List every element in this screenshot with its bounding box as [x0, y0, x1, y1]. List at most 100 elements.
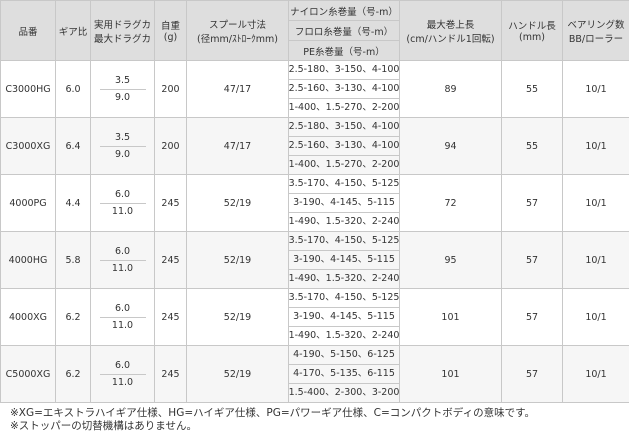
line-capacity-cell: 3.5-170、4-150、5-125 3-190、4-145、5-115 1-… — [288, 288, 400, 346]
handle-length-cell: 55 — [501, 117, 563, 175]
header-bearings-label: ベアリング数 — [567, 19, 625, 31]
drag-divider — [99, 259, 146, 261]
line-capacity-cell: 3.5-170、4-150、5-125 3-190、4-145、5-115 1-… — [288, 174, 400, 232]
weight-cell: 245 — [154, 345, 187, 403]
bearings-cell: 10/1 — [562, 174, 629, 232]
drag-divider — [99, 145, 146, 147]
max-drag-value: 9.0 — [114, 148, 131, 160]
max-retrieve-cell: 89 — [399, 60, 502, 118]
drag-value: 6.0 — [114, 302, 131, 314]
max-retrieve-cell: 101 — [399, 345, 502, 403]
header-gear-ratio: ギア比 — [55, 0, 91, 61]
line-capacity-cell: 3.5-170、4-150、5-125 3-190、4-145、5-115 1-… — [288, 231, 400, 289]
nylon-capacity: 3.5-170、4-150、5-125 — [288, 178, 400, 190]
header-max-retrieve: 最大巻上長 (cm/ハンドル1回転) — [399, 0, 502, 61]
gear-ratio-cell: 6.2 — [55, 288, 91, 346]
gear-ratio-cell: 5.8 — [55, 231, 91, 289]
model-cell: C3000HG — [0, 60, 56, 118]
nylon-capacity: 3.5-170、4-150、5-125 — [288, 292, 400, 304]
model-cell: C5000XG — [0, 345, 56, 403]
drag-divider — [99, 373, 146, 375]
drag-cell: 3.5 9.0 — [90, 60, 155, 118]
drag-value: 3.5 — [114, 74, 131, 86]
spec-table: 品番 ギア比 実用ドラグカ 最大ドラグカ 自重 (g) スプール寸法 (径mm/… — [0, 0, 629, 403]
pe-capacity: 1-490、1.5-320、2-240 — [289, 326, 399, 345]
bearings-cell: 10/1 — [562, 288, 629, 346]
max-retrieve-cell: 101 — [399, 288, 502, 346]
handle-length-cell: 57 — [501, 231, 563, 289]
max-retrieve-cell: 95 — [399, 231, 502, 289]
table-row: 4000PG 4.4 6.0 11.0 245 52/19 3.5-170、4-… — [0, 174, 629, 232]
drag-cell: 6.0 11.0 — [90, 288, 155, 346]
fluoro-capacity: 3-190、4-145、5-115 — [289, 193, 399, 212]
header-weight: 自重 (g) — [154, 0, 187, 61]
drag-value: 6.0 — [114, 359, 131, 371]
header-bearings: ベアリング数 BB/ローラー — [562, 0, 629, 61]
max-drag-value: 9.0 — [114, 91, 131, 103]
nylon-capacity: 4-190、5-150、6-125 — [293, 349, 395, 361]
drag-divider — [99, 202, 146, 204]
weight-cell: 245 — [154, 288, 187, 346]
pe-capacity: 1.5-400、2-300、3-200 — [289, 383, 399, 402]
handle-length-cell: 57 — [501, 288, 563, 346]
pe-capacity: 1-400、1.5-270、2-200 — [289, 98, 399, 117]
handle-length-cell: 55 — [501, 60, 563, 118]
drag-cell: 6.0 11.0 — [90, 345, 155, 403]
header-drag-practical: 実用ドラグカ — [93, 19, 151, 31]
spool-cell: 52/19 — [186, 231, 289, 289]
gear-ratio-cell: 6.0 — [55, 60, 91, 118]
weight-cell: 200 — [154, 60, 187, 118]
spool-cell: 52/19 — [186, 174, 289, 232]
spec-table-body: C3000HG 6.0 3.5 9.0 200 47/17 2.5-180、3-… — [0, 60, 629, 403]
footnote-stopper: ※ストッパーの切替機構はありません。 — [10, 420, 197, 432]
header-model: 品番 — [0, 0, 56, 61]
weight-cell: 200 — [154, 117, 187, 175]
header-handle-length: ハンドル長 (mm) — [501, 0, 563, 61]
line-capacity-cell: 4-190、5-150、6-125 4-170、5-135、6-115 1.5-… — [288, 345, 400, 403]
spool-cell: 52/19 — [186, 345, 289, 403]
pe-capacity: 1-400、1.5-270、2-200 — [289, 155, 399, 174]
fluoro-capacity: 4-170、5-135、6-115 — [289, 364, 399, 383]
header-handle-label: ハンドル長 — [508, 21, 556, 32]
drag-value: 6.0 — [114, 188, 131, 200]
weight-cell: 245 — [154, 174, 187, 232]
weight-cell: 245 — [154, 231, 187, 289]
pe-capacity: 1-490、1.5-320、2-240 — [289, 212, 399, 231]
drag-divider — [99, 316, 146, 318]
drag-cell: 3.5 9.0 — [90, 117, 155, 175]
line-capacity-cell: 2.5-180、3-150、4-100 2.5-160、3-130、4-100 … — [288, 60, 400, 118]
table-row: C3000HG 6.0 3.5 9.0 200 47/17 2.5-180、3-… — [0, 60, 629, 118]
nylon-capacity: 2.5-180、3-150、4-100 — [288, 64, 400, 76]
table-row: C5000XG 6.2 6.0 11.0 245 52/19 4-190、5-1… — [0, 345, 629, 403]
header-nylon: ナイロン糸巻量（号-m） — [288, 0, 400, 21]
fluoro-capacity: 2.5-160、3-130、4-100 — [289, 79, 399, 98]
drag-cell: 6.0 11.0 — [90, 231, 155, 289]
header-retrieve-unit: (cm/ハンドル1回転) — [406, 33, 495, 45]
bearings-cell: 10/1 — [562, 345, 629, 403]
footnotes: ※XG=エキストラハイギア仕様、HG=ハイギア仕様、PG=パワーギア仕様、C=コ… — [10, 407, 535, 433]
handle-length-cell: 57 — [501, 174, 563, 232]
header-retrieve-label: 最大巻上長 — [426, 19, 475, 31]
fluoro-capacity: 2.5-160、3-130、4-100 — [289, 136, 399, 155]
fluoro-capacity: 3-190、4-145、5-115 — [289, 250, 399, 269]
drag-divider — [99, 88, 146, 90]
drag-value: 3.5 — [114, 131, 131, 143]
header-weight-label: 自重 — [160, 21, 180, 32]
handle-length-cell: 57 — [501, 345, 563, 403]
spool-cell: 47/17 — [186, 117, 289, 175]
spool-cell: 47/17 — [186, 60, 289, 118]
header-spool: スプール寸法 (径mm/ｽﾄﾛｰｸmm) — [186, 0, 289, 61]
table-row: 4000HG 5.8 6.0 11.0 245 52/19 3.5-170、4-… — [0, 231, 629, 289]
model-cell: 4000PG — [0, 174, 56, 232]
line-capacity-cell: 2.5-180、3-150、4-100 2.5-160、3-130、4-100 … — [288, 117, 400, 175]
drag-value: 6.0 — [114, 245, 131, 257]
model-cell: 4000XG — [0, 288, 56, 346]
table-row: C3000XG 6.4 3.5 9.0 200 47/17 2.5-180、3-… — [0, 117, 629, 175]
fluoro-capacity: 3-190、4-145、5-115 — [289, 307, 399, 326]
header-spool-unit: (径mm/ｽﾄﾛｰｸmm) — [197, 33, 278, 45]
max-drag-value: 11.0 — [111, 205, 134, 217]
pe-capacity: 1-490、1.5-320、2-240 — [289, 269, 399, 288]
max-retrieve-cell: 94 — [399, 117, 502, 175]
nylon-capacity: 2.5-180、3-150、4-100 — [288, 121, 400, 133]
bearings-cell: 10/1 — [562, 117, 629, 175]
